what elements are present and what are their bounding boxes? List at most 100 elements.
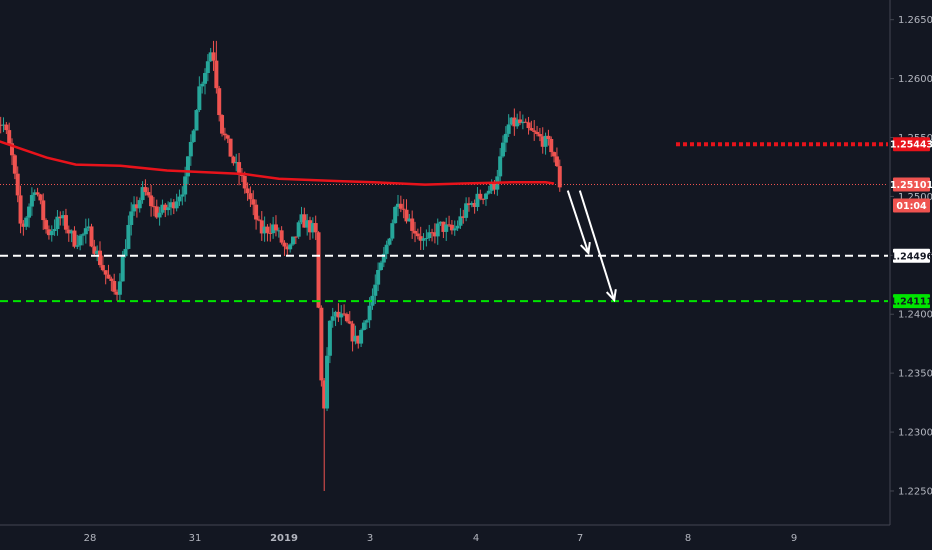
- candle-body: [449, 224, 454, 231]
- candle-body: [455, 225, 460, 229]
- candle-body: [149, 195, 154, 207]
- price-tick-label: 1.23500: [898, 369, 932, 380]
- candle-body: [367, 305, 372, 321]
- candle-body: [444, 224, 449, 232]
- candle-body: [41, 200, 46, 221]
- support-white-price-tag: 1.24496: [890, 251, 932, 262]
- candle-body: [523, 121, 528, 123]
- price-tick-label: 1.26500: [898, 15, 932, 26]
- candle-body: [535, 131, 540, 135]
- price-tick-label: 1.22500: [898, 486, 932, 497]
- resistance-price-tag-bg: [893, 137, 930, 152]
- moving-average-line: [0, 140, 555, 186]
- candle-body: [296, 222, 301, 237]
- candle-body: [276, 230, 281, 232]
- candle-body: [214, 60, 219, 89]
- candle-body: [154, 206, 159, 218]
- candle-body: [205, 61, 210, 74]
- candle-body: [308, 220, 313, 233]
- candle-body: [322, 380, 327, 409]
- candle-body: [44, 220, 49, 230]
- candle-body: [418, 236, 423, 241]
- candle-body: [203, 73, 208, 84]
- candle-body: [27, 206, 32, 218]
- candle-body: [475, 193, 480, 207]
- candle-body: [319, 307, 324, 381]
- candle-body: [543, 135, 548, 147]
- candle-body: [143, 187, 148, 193]
- candle-body: [191, 130, 196, 142]
- candle-body: [376, 270, 381, 285]
- candle-body: [381, 253, 386, 263]
- candle-body: [395, 203, 400, 207]
- support-white-price-tag-bg: [893, 248, 930, 263]
- forecast-arrow-1[interactable]: [566, 190, 590, 254]
- candle-body: [557, 166, 562, 188]
- candle-body: [69, 230, 74, 234]
- candle-body: [35, 192, 40, 195]
- candle-body: [325, 355, 330, 409]
- candle-body: [197, 86, 202, 111]
- countdown-tag-bg: [893, 198, 930, 213]
- candle-body: [251, 199, 256, 205]
- forecast-arrow-2[interactable]: [578, 190, 616, 301]
- candle-body: [262, 226, 267, 234]
- candle-body: [103, 270, 108, 275]
- candle-body: [168, 202, 173, 208]
- candle-body: [350, 323, 355, 342]
- candle-body: [268, 232, 273, 234]
- candle-body: [344, 314, 349, 322]
- candle-body: [316, 232, 321, 308]
- time-tick-label: 7: [577, 533, 583, 544]
- candle-body: [441, 221, 446, 232]
- candle-body: [15, 173, 20, 196]
- candle-body: [447, 224, 452, 226]
- candle-body: [95, 250, 100, 254]
- candle-body: [481, 198, 486, 200]
- candle-body: [288, 244, 293, 250]
- candle-body: [126, 224, 131, 249]
- candle-body: [163, 204, 168, 211]
- candle-body: [398, 203, 403, 209]
- candle-body: [228, 138, 233, 157]
- candle-body: [80, 234, 85, 236]
- candle-body: [166, 207, 171, 211]
- candle-body: [347, 321, 352, 324]
- candle-body: [305, 220, 310, 228]
- candle-body: [259, 220, 264, 234]
- candle-body: [120, 256, 125, 282]
- candle-body: [427, 232, 432, 239]
- candle-body: [231, 156, 236, 164]
- candle-body: [540, 136, 545, 147]
- candle-body: [526, 122, 531, 129]
- candle-body: [501, 142, 506, 157]
- candle-body: [21, 223, 26, 227]
- candle-body: [7, 130, 12, 144]
- candle-body: [413, 230, 418, 234]
- candle-body: [49, 231, 54, 236]
- price-tick-label: 1.23000: [898, 428, 932, 439]
- price-tick-label: 1.24000: [898, 310, 932, 321]
- candle-body: [66, 229, 71, 234]
- support-green-price-tag: 1.24111: [890, 297, 932, 308]
- time-axis[interactable]: 28 31 2019 3 4 7 8 9: [84, 533, 798, 544]
- candle-body: [86, 226, 91, 229]
- candle-body: [518, 119, 523, 124]
- candle-body: [72, 230, 77, 247]
- support-green-price-tag-bg: [893, 294, 930, 309]
- candle-body: [432, 232, 437, 237]
- candle-body: [384, 244, 389, 254]
- candle-body: [310, 223, 315, 233]
- candle-body: [117, 281, 122, 295]
- candle-body: [327, 320, 332, 356]
- candle-body: [188, 141, 193, 157]
- candle-body: [364, 320, 369, 323]
- candle-body: [546, 135, 551, 140]
- forecast-arrowhead-1: [580, 241, 591, 256]
- time-tick-label: 4: [473, 533, 479, 544]
- candle-body: [353, 335, 358, 342]
- candle-body: [61, 215, 66, 219]
- candle-body: [46, 229, 51, 236]
- candle-body: [458, 216, 463, 226]
